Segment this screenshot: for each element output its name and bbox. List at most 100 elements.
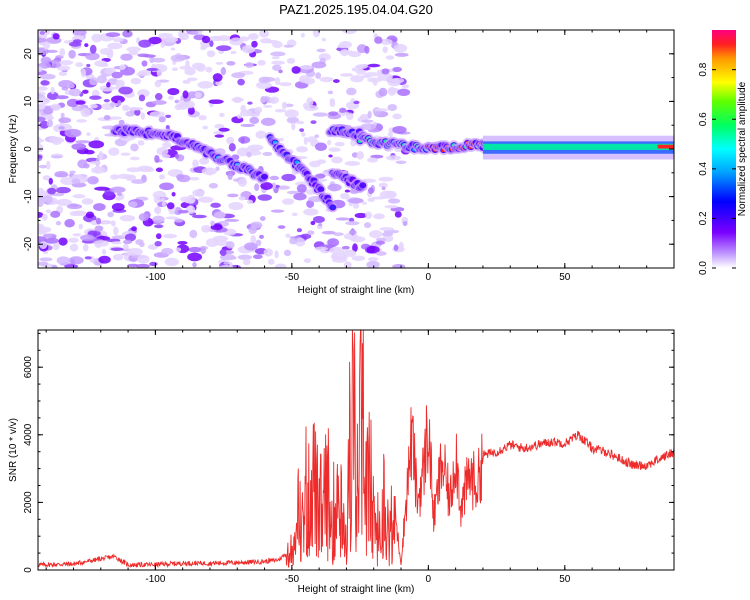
spectrogram-noise-blob <box>57 65 71 71</box>
spectrogram-noise-blob <box>156 70 163 77</box>
spectrogram-noise-blob <box>354 212 368 219</box>
spectrogram-noise-blob <box>201 167 218 176</box>
spectrogram-noise-blob <box>318 222 323 227</box>
spectrogram-noise-blob <box>260 117 276 127</box>
spectrogram-noise-blob <box>355 69 366 75</box>
spectrogram-noise-blob <box>130 143 139 152</box>
spectrogram-noise-blob <box>362 201 367 205</box>
spectrogram-noise-blob <box>171 67 179 71</box>
spectrogram-noise-blob <box>77 159 88 169</box>
spectrogram-noise-blob <box>52 33 60 40</box>
spectrogram-noise-blob <box>250 221 263 229</box>
spectrogram-noise-blob <box>114 86 119 90</box>
spectrogram-noise-blob <box>81 198 94 205</box>
spectrogram-noise-blob <box>210 202 221 208</box>
spectrogram-noise-blob <box>341 245 350 250</box>
spectrogram-noise-blob <box>238 136 251 144</box>
spectrogram-noise-blob <box>136 71 148 77</box>
colorbar-label: Normalized spectral amplitude <box>737 81 748 216</box>
spectrogram-noise-blob <box>343 261 352 268</box>
spectrogram-noise-blob <box>213 130 225 135</box>
spectrogram-noise-blob <box>151 100 167 105</box>
spectrogram-noise-blob <box>64 264 79 268</box>
spectrogram-noise-blob <box>327 90 334 95</box>
spectrogram-noise-blob <box>227 172 233 180</box>
spectrogram-noise-blob <box>248 33 259 41</box>
spectrogram-noise-blob <box>103 115 111 121</box>
spectrogram-noise-blob <box>40 80 50 86</box>
spectrogram-noise-blob <box>51 155 63 159</box>
spectrogram-noise-blob <box>201 35 211 44</box>
spectrogram-noise-blob <box>387 198 401 204</box>
spectrogram-noise-blob <box>350 98 355 103</box>
spectrogram-noise-blob <box>180 196 191 202</box>
spectrogram-noise-blob <box>96 74 108 84</box>
spectrogram-noise-blob <box>58 126 65 130</box>
spectrogram-noise-blob <box>286 116 299 124</box>
spectrogram-noise-blob <box>84 43 89 48</box>
spectrogram-noise-blob <box>89 77 99 86</box>
spectrogram-noise-blob <box>251 40 258 48</box>
spectrogram-noise-blob <box>197 196 214 203</box>
spectrogram-noise-blob <box>212 73 223 82</box>
spectrogram-noise-blob <box>218 127 230 132</box>
spectrogram-noise-blob <box>170 54 186 62</box>
spectrogram-noise-blob <box>75 100 86 105</box>
spectrogram-noise-blob <box>367 110 372 119</box>
spectrogram-noise-blob <box>154 154 160 163</box>
spectrogram-noise-blob <box>87 175 99 185</box>
spectrogram-noise-blob <box>99 220 113 225</box>
spectrogram-noise-blob <box>151 57 166 63</box>
spectrogram-noise-blob <box>154 240 162 247</box>
spectrogram-noise-blob <box>303 258 312 264</box>
spectrogram-noise-blob <box>353 100 360 105</box>
spectrogram-noise-blob <box>92 231 98 238</box>
spectrogram-noise-blob <box>267 258 275 265</box>
spectrogram-noise-blob <box>110 174 120 180</box>
spectrogram-noise-blob <box>277 225 286 229</box>
x-tick-label: 0 <box>426 272 432 283</box>
spectrogram-noise-blob <box>154 93 163 101</box>
spectrogram-noise-blob <box>111 241 122 245</box>
spectrogram-noise-blob <box>121 104 130 112</box>
spectrogram-noise-blob <box>306 97 314 106</box>
spectrogram-noise-blob <box>174 99 179 104</box>
spectrogram-noise-blob <box>71 143 87 151</box>
spectrogram-noise-blob <box>177 209 189 214</box>
spectrogram-noise-blob <box>45 160 51 170</box>
spectrogram-noise-blob <box>347 197 364 204</box>
spectrogram-noise-blob <box>254 106 263 114</box>
spectrogram-noise-blob <box>180 202 190 209</box>
spectrogram-noise-blob <box>291 122 296 131</box>
spectrogram-noise-blob <box>240 123 256 127</box>
spectrogram-noise-blob <box>112 37 124 43</box>
spectrogram-noise-blob <box>226 61 236 66</box>
spectrogram-noise-blob <box>241 44 256 54</box>
spectrogram-noise-blob <box>124 233 137 242</box>
spectrogram-noise-blob <box>155 233 162 240</box>
spectrogram-noise-blob <box>146 67 159 72</box>
spectrogram-noise-blob <box>392 263 406 268</box>
spectrogram-noise-blob <box>352 243 358 253</box>
spectrogram-noise-blob <box>392 66 403 72</box>
spectrogram-noise-blob <box>127 263 139 268</box>
spectrogram-noise-blob <box>247 144 264 151</box>
spectrogram-noise-blob <box>47 187 57 195</box>
spectrogram-noise-blob <box>108 147 120 156</box>
spectrogram-noise-blob <box>107 211 114 218</box>
spectrogram-noise-blob <box>344 161 361 166</box>
spectrogram-noise-blob <box>42 175 51 181</box>
spectrogram-noise-blob <box>64 219 75 228</box>
spectrogram-noise-blob <box>232 96 243 104</box>
spectrogram-noise-blob <box>126 46 141 53</box>
colorbar-tick-label: 0.6 <box>698 112 709 126</box>
spectrogram-noise-blob <box>41 213 48 221</box>
spectrogram-noise-blob <box>59 60 74 66</box>
spectrogram-noise-blob <box>105 32 121 38</box>
spectrogram-noise-blob <box>171 191 176 197</box>
spectrogram-noise-blob <box>99 85 115 92</box>
spectrogram-noise-blob <box>374 36 383 44</box>
spectrogram-noise-blob <box>156 146 169 156</box>
spectrogram-noise-blob <box>214 134 225 138</box>
